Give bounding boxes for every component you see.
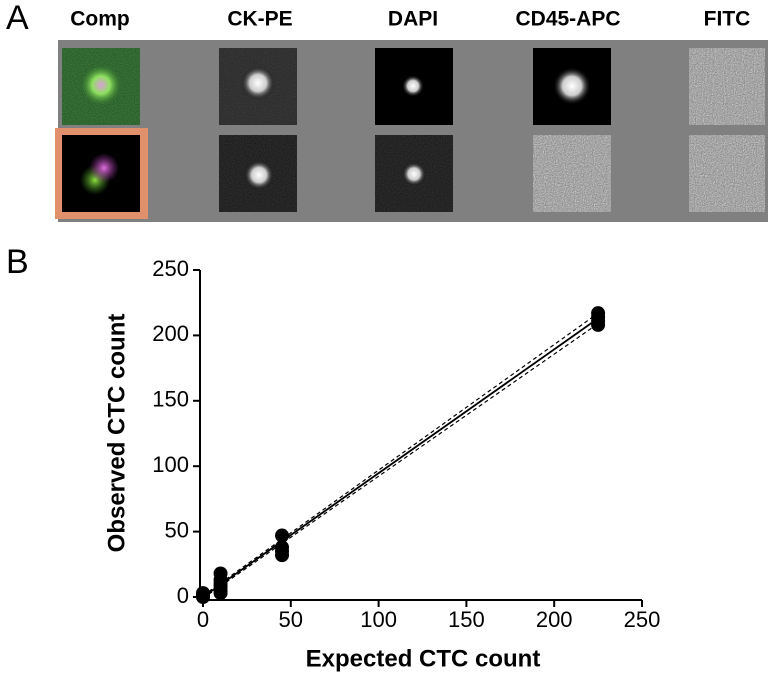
y-tick-label: 150 <box>152 387 189 412</box>
x-tick-label: 100 <box>360 607 397 632</box>
point <box>275 540 290 555</box>
y-tick-label: 0 <box>177 583 189 608</box>
image-panel <box>55 40 768 222</box>
x-tick-label: 200 <box>536 607 573 632</box>
fit-line <box>202 312 599 597</box>
y-tick-label: 100 <box>152 452 189 477</box>
x-tick-label: 50 <box>279 607 303 632</box>
x-tick-label: 250 <box>624 607 661 632</box>
x-axis-label: Expected CTC count <box>306 645 541 672</box>
channel-label: DAPI <box>388 8 438 31</box>
point <box>591 306 606 321</box>
point <box>275 528 290 543</box>
plot: 0 50 100 150 200 250 0 50 100 150 200 250 <box>152 256 660 632</box>
channel-label: Comp <box>70 8 130 31</box>
y-axis-label: Observed CTC count <box>103 314 130 553</box>
y-tick-label: 250 <box>152 256 189 281</box>
channel-label: CK-PE <box>227 8 292 31</box>
x-tick-label: 150 <box>448 607 485 632</box>
panel-label: A <box>6 0 29 37</box>
y-tick-label: 50 <box>165 517 189 542</box>
y-tick-label: 200 <box>152 321 189 346</box>
panel-label: B <box>6 243 29 281</box>
point <box>213 566 228 581</box>
channel-label: CD45-APC <box>515 8 620 31</box>
point <box>196 586 210 601</box>
fit-line <box>202 317 599 598</box>
x-tick-label: 0 <box>197 607 209 632</box>
fit-line <box>202 323 599 599</box>
channel-label: FITC <box>704 8 751 31</box>
